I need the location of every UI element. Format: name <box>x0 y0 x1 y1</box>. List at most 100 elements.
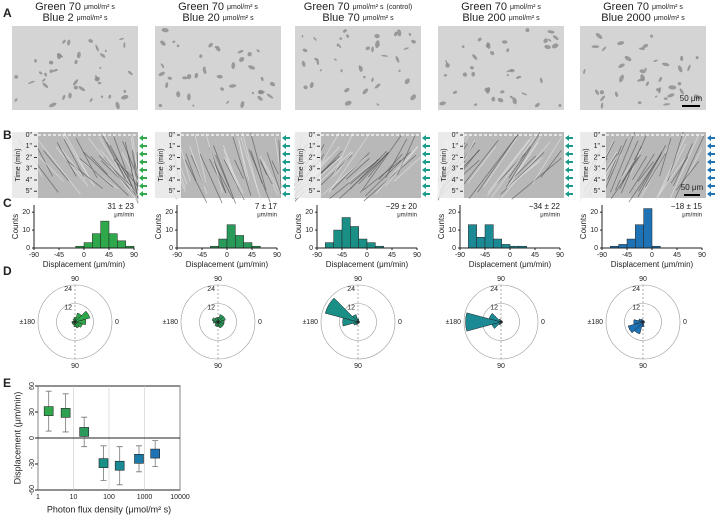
kymo-tick-label: 2" <box>169 154 176 161</box>
column-header: Blue 200 μmol/m² s <box>462 12 540 24</box>
stimulus-arrow <box>565 191 573 197</box>
stimulus-arrow <box>139 159 147 165</box>
x-tick-label: 90 <box>130 252 138 259</box>
cell <box>94 76 100 82</box>
cell <box>27 80 35 84</box>
kymo-streak <box>659 138 672 177</box>
stimulus-arrow <box>139 191 147 197</box>
kymo-tick-label: 2" <box>26 154 33 161</box>
histogram-bar <box>366 242 376 249</box>
cell <box>644 67 647 72</box>
data-point <box>79 427 89 437</box>
kymo-streak <box>334 151 353 176</box>
stimulus-arrow <box>422 159 430 165</box>
header-green: Green 70 <box>603 1 649 13</box>
kymo-streak <box>385 138 408 179</box>
rose-petal <box>355 321 359 326</box>
cell <box>115 101 120 110</box>
kymo-streak <box>331 152 370 191</box>
cell <box>62 39 66 44</box>
kymo-ylabel: Time (min) <box>298 148 305 181</box>
polar-grid <box>624 303 662 341</box>
cell <box>158 103 163 108</box>
y-axis-label: Counts <box>154 214 163 239</box>
cell <box>362 75 366 79</box>
x-tick-label: -45 <box>622 252 632 259</box>
y-axis-label: Counts <box>294 214 303 239</box>
kymo-tick-label: 4" <box>26 177 33 184</box>
cell <box>534 102 540 108</box>
angle-label: 90 <box>497 363 505 370</box>
histogram-bar <box>243 242 253 249</box>
cell <box>374 33 380 39</box>
cell <box>186 74 192 80</box>
x-axis-label: Photon flux density (μmol/m² s) <box>47 504 171 514</box>
cell <box>187 93 191 101</box>
histogram-bar <box>468 224 477 249</box>
cell <box>474 103 478 106</box>
header-blue: Blue 2 <box>42 12 73 24</box>
cell <box>260 76 264 82</box>
cell <box>359 66 363 72</box>
kymo-streak <box>241 132 259 193</box>
y-tick-label: -30 <box>29 459 36 469</box>
rose-petal <box>74 321 83 328</box>
kymo-streak <box>237 137 247 178</box>
stimulus-arrow <box>139 183 147 189</box>
rose-petal <box>211 317 219 323</box>
cell <box>365 46 370 51</box>
kymo-streak <box>615 140 639 191</box>
kymo-streak <box>205 133 223 193</box>
cell <box>461 45 465 48</box>
kymo-tick-label: 0" <box>26 132 33 139</box>
cell <box>445 60 448 66</box>
kymo-streak <box>669 133 700 199</box>
y-tick-label: 20 <box>305 209 313 216</box>
kymo-streak <box>360 135 402 193</box>
kymo-streak <box>263 161 281 194</box>
cell <box>679 88 684 95</box>
cell <box>165 82 169 89</box>
cell <box>439 101 446 106</box>
cell <box>42 82 49 88</box>
cell <box>176 91 181 98</box>
kymo-streak <box>637 161 654 182</box>
cell <box>614 91 619 98</box>
kymo-streak <box>37 155 64 182</box>
cell <box>52 69 58 72</box>
cell <box>228 84 237 88</box>
panel-label: B <box>3 128 12 142</box>
cell <box>172 40 176 43</box>
cell <box>663 97 668 100</box>
kymo-streak <box>63 138 85 177</box>
cell <box>403 47 409 50</box>
cell <box>74 59 78 65</box>
kymo-tick-label: 0" <box>169 132 176 139</box>
cell <box>470 66 474 70</box>
histogram-bar <box>501 244 511 249</box>
kymo-streak <box>682 148 703 186</box>
cell <box>667 93 675 98</box>
cell <box>14 75 19 79</box>
kymo-streak <box>505 132 541 188</box>
stimulus-arrow <box>565 175 573 181</box>
cell <box>500 90 505 94</box>
cell <box>226 100 230 104</box>
cell <box>95 44 99 52</box>
kymo-streak <box>619 159 635 180</box>
kymo-streak <box>605 139 627 188</box>
cell <box>119 37 124 41</box>
cell <box>452 90 458 94</box>
cell <box>471 71 476 77</box>
column-header: Blue 70 μmol/m² s <box>322 12 394 24</box>
kymo-streak <box>83 151 129 196</box>
r-tick-label: 24 <box>490 286 498 293</box>
stimulus-arrow <box>139 167 147 173</box>
cell <box>594 89 600 95</box>
x-tick-label: -90 <box>312 252 322 259</box>
angle-label: ±180 <box>19 319 35 326</box>
stimulus-arrow <box>707 135 715 141</box>
kymo-label-bg <box>12 132 38 198</box>
column-header: Blue 20 μmol/m² s <box>182 12 254 24</box>
cell <box>303 85 308 90</box>
